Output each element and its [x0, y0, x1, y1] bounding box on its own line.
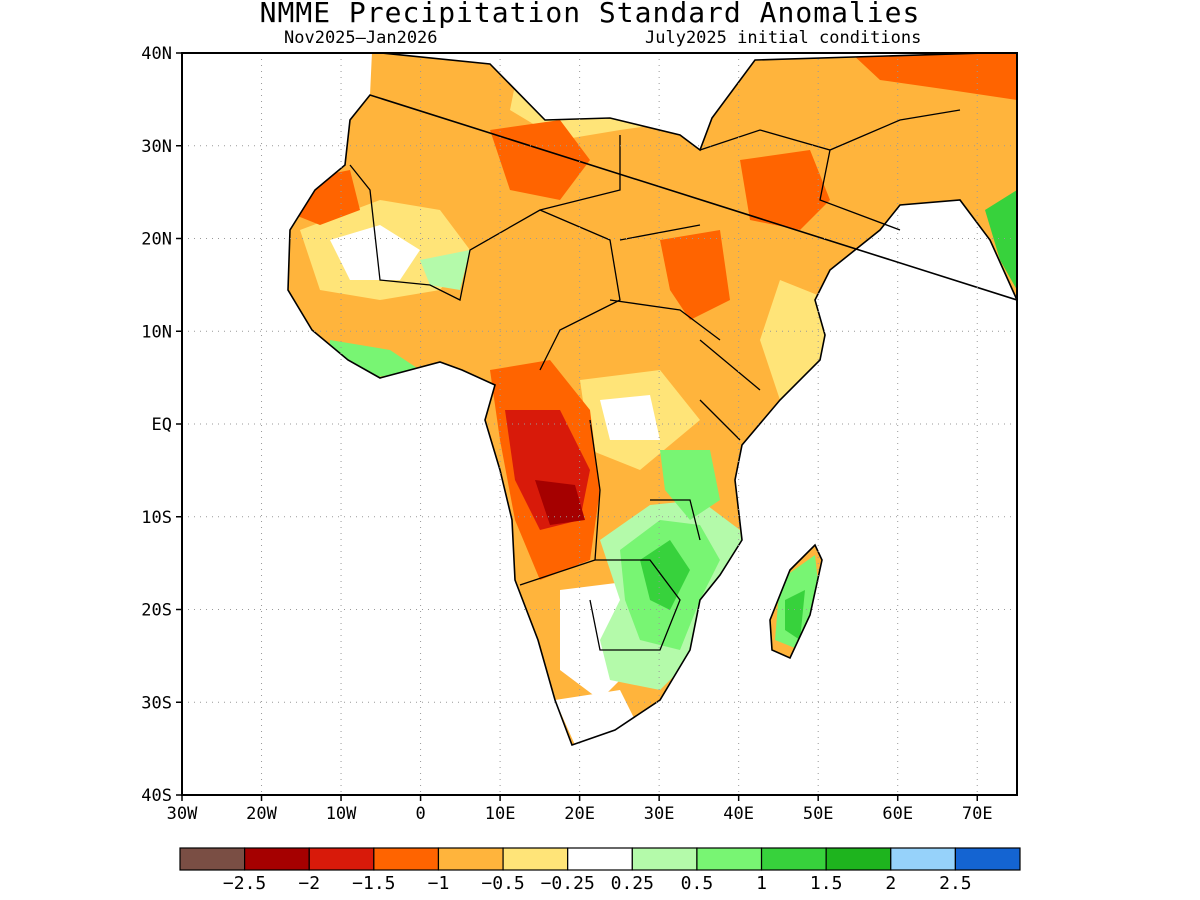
lon-tick-label: 50E: [803, 804, 834, 824]
colorbar-swatch: [567, 847, 633, 871]
colorbar-label: −2: [298, 873, 320, 894]
colorbar-swatch: [179, 847, 246, 871]
colorbar-label: 1.5: [810, 873, 843, 894]
lat-tick-label: 20S: [141, 601, 172, 621]
colorbar-swatch: [308, 847, 375, 871]
lon-tick-label: 40E: [723, 804, 754, 824]
latitude-axis: 40N 30N 20N 10N EQ 10S 20S 30S 40S: [141, 44, 182, 806]
lon-tick-label: 30W: [167, 804, 198, 824]
lat-tick-label: 10S: [141, 508, 172, 528]
colorbar-label: 0.25: [611, 873, 654, 894]
lat-tick-label: 40S: [141, 786, 172, 806]
map-title: NMME Precipitation Standard Anomalies: [259, 0, 921, 29]
lat-tick-label: 10N: [141, 322, 172, 342]
colorbar-label: 2.5: [939, 873, 972, 894]
colorbar-label: −0.5: [481, 873, 524, 894]
lat-tick-label: 30S: [141, 693, 172, 713]
colorbar-swatch: [244, 847, 310, 871]
forecast-period: Nov2025–Jan2026: [284, 28, 438, 48]
lon-tick-label: 20W: [246, 804, 277, 824]
initial-conditions: July2025 initial conditions: [645, 28, 922, 48]
coastline: [287, 53, 1017, 747]
colorbar-swatch: [760, 847, 827, 871]
lat-tick-label: 40N: [141, 44, 172, 64]
colorbar-swatch: [696, 847, 763, 871]
colorbar-label: −0.25: [541, 873, 595, 894]
lon-tick-label: 30E: [644, 804, 675, 824]
colorbar: −2.5 −2 −1.5 −1 −0.5 −0.25 0.25 0.5 1 1.5 2 2.5: [179, 847, 1021, 894]
anomaly-shading: [288, 53, 1017, 745]
longitude-axis: 30W 20W 10W 0 10E 20E 30E 40E 50E 60E 70E: [167, 795, 993, 824]
lon-tick-label: 20E: [564, 804, 595, 824]
colorbar-label: −1: [428, 873, 450, 894]
colorbar-swatch: [825, 847, 892, 871]
colorbar-swatch: [890, 847, 956, 871]
lon-tick-label: 60E: [882, 804, 913, 824]
colorbar-label: 1: [756, 873, 767, 894]
lon-tick-label: 70E: [962, 804, 993, 824]
lon-tick-label: 10W: [326, 804, 357, 824]
colorbar-swatch: [373, 847, 440, 871]
lon-tick-label: 0: [415, 804, 425, 824]
grid-lines: [182, 53, 1017, 795]
colorbar-swatch: [437, 847, 504, 871]
lat-tick-label: 30N: [141, 137, 172, 157]
colorbar-label: 0.5: [681, 873, 714, 894]
lat-tick-label: EQ: [152, 415, 172, 435]
lat-tick-label: 20N: [141, 230, 172, 250]
colorbar-swatch: [631, 847, 698, 871]
colorbar-label: −2.5: [223, 873, 266, 894]
colorbar-swatch: [502, 847, 569, 871]
lon-tick-label: 10E: [485, 804, 516, 824]
colorbar-label: 2: [885, 873, 896, 894]
colorbar-swatch: [954, 847, 1021, 871]
colorbar-label: −1.5: [352, 873, 395, 894]
